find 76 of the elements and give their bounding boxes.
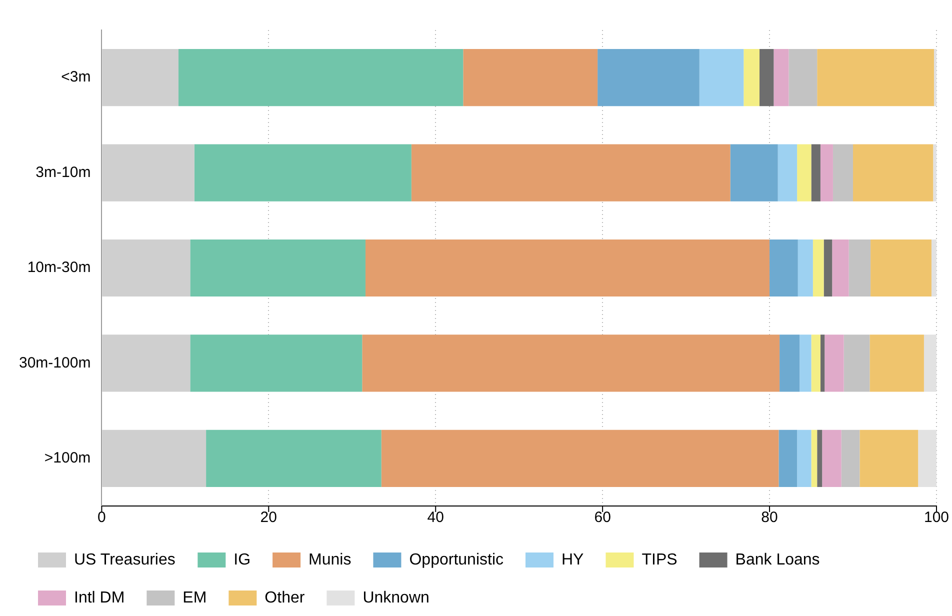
bar [463,49,598,106]
x-tick-label: 100 [924,509,949,526]
x-tick-label: 60 [594,509,611,526]
bar [362,334,780,392]
legend-label: IG [234,551,251,568]
bar [811,430,818,487]
bar [797,144,812,202]
bar [924,334,936,392]
x-tick-label: 40 [427,509,444,526]
bar [853,144,934,202]
legend-label: US Treasuries [74,551,176,568]
legend-label: Intl DM [74,589,125,606]
legend-label: Unknown [362,589,430,606]
bar [760,49,774,106]
bar [811,334,820,392]
bar [860,430,918,487]
bar [931,239,936,297]
legend-label: Munis [308,551,352,568]
bar [411,144,730,202]
bar [190,334,362,392]
y-tick-label: >100m [44,450,91,467]
bar [778,430,798,487]
bar [365,239,770,297]
bar [822,430,842,487]
legend-label: Other [264,589,306,606]
bar [102,239,190,297]
y-tick-label: <3m [61,68,91,86]
bar [848,239,871,297]
bar [824,239,832,297]
bar [817,49,934,106]
bar [824,334,844,392]
bar [744,49,760,106]
bar [770,239,798,297]
bar [206,430,382,487]
y-tick-label: 30m-100m [18,354,91,372]
bar [699,49,744,106]
bar [798,239,813,297]
y-tick-label: 3m-10m [36,164,91,181]
bar [194,144,412,202]
bar [778,144,798,202]
bar [800,334,812,392]
bar [870,239,932,297]
bar [832,144,854,202]
bar [178,49,464,106]
bar [841,430,860,487]
bar [788,49,818,106]
legend-label: Bank Loans [735,551,820,568]
bar [820,144,833,202]
x-tick-label: 20 [260,509,277,526]
bar [817,430,822,487]
legend-label: Opportunistic [409,551,504,568]
bar [381,430,779,487]
bar [190,239,366,297]
bar [918,430,936,487]
bar [102,430,206,487]
bar [812,239,824,297]
legend-label: HY [561,551,584,568]
bar [811,144,820,202]
bar [730,144,778,202]
bar [102,144,194,202]
bar [797,430,812,487]
y-tick-label: 10m-30m [27,259,91,276]
bar [774,49,789,106]
bar [844,334,870,392]
bar [933,144,936,202]
x-tick-label: 0 [98,509,106,526]
bar [598,49,700,106]
bar [102,49,178,106]
bar [102,334,190,392]
bar [780,334,800,392]
x-tick-label: 80 [761,509,778,526]
bar [820,334,825,392]
bar [870,334,924,392]
bar [832,239,849,297]
legend-label: TIPS [642,551,678,568]
legend-label: EM [182,589,207,606]
